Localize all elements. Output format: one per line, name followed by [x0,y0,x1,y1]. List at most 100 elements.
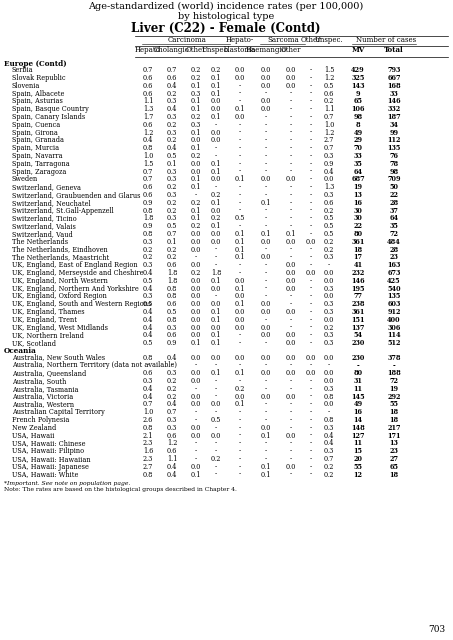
Text: 1.2: 1.2 [324,129,334,136]
Text: -: - [215,183,217,191]
Text: 18: 18 [390,416,399,424]
Text: 0.1: 0.1 [167,160,177,168]
Text: 0.6: 0.6 [324,199,334,207]
Text: 0.0: 0.0 [261,82,271,90]
Text: 667: 667 [387,74,401,82]
Text: -: - [290,316,292,324]
Text: 0.2: 0.2 [167,183,177,191]
Text: 0.5: 0.5 [143,276,153,285]
Text: -: - [310,447,312,455]
Text: -: - [265,121,267,129]
Text: -: - [195,440,197,447]
Text: 2.6: 2.6 [143,416,153,424]
Text: Sarcoma: Sarcoma [268,36,299,45]
Text: 0.0: 0.0 [286,269,296,277]
Text: 306: 306 [387,324,401,332]
Text: 99: 99 [390,129,399,136]
Text: -: - [290,136,292,145]
Text: -: - [215,470,217,479]
Text: 512: 512 [387,339,401,347]
Text: 0.0: 0.0 [235,392,245,401]
Text: 0.3: 0.3 [167,369,177,377]
Text: 0.8: 0.8 [143,424,153,432]
Text: 1.2: 1.2 [143,129,153,136]
Text: Spain, Basque Country: Spain, Basque Country [12,105,89,113]
Text: -: - [265,377,267,385]
Text: 0.1: 0.1 [211,74,221,82]
Text: -: - [265,261,267,269]
Text: -: - [239,332,241,339]
Text: -: - [265,455,267,463]
Text: 0.0: 0.0 [191,160,201,168]
Text: -: - [290,447,292,455]
Text: Spain, Tarragona: Spain, Tarragona [12,160,70,168]
Text: 27: 27 [390,455,399,463]
Text: 0.1: 0.1 [191,144,201,152]
Text: 20: 20 [353,455,362,463]
Text: Hepato-: Hepato- [226,36,254,45]
Text: -: - [393,362,395,369]
Text: UK, England, Trent: UK, England, Trent [12,316,77,324]
Text: UK, England, South and Western Regions: UK, England, South and Western Regions [12,300,151,308]
Text: 0.0: 0.0 [261,392,271,401]
Text: 0.1: 0.1 [261,431,271,440]
Text: Australia, Queensland: Australia, Queensland [12,369,86,377]
Text: Switzerland, Graubuenden and Glarus: Switzerland, Graubuenden and Glarus [12,191,140,199]
Text: 2.3: 2.3 [143,440,153,447]
Text: -: - [215,144,217,152]
Text: -: - [310,324,312,332]
Text: -: - [290,292,292,300]
Text: 0.0: 0.0 [286,431,296,440]
Text: 0.0: 0.0 [286,261,296,269]
Text: -: - [310,285,312,292]
Text: 0.2: 0.2 [324,324,334,332]
Text: 0.2: 0.2 [324,470,334,479]
Text: 0.5: 0.5 [167,308,177,316]
Text: Switzerland, Valais: Switzerland, Valais [12,222,76,230]
Text: -: - [265,440,267,447]
Text: blastoma: blastoma [224,47,256,54]
Text: 23: 23 [390,447,399,455]
Text: -: - [265,136,267,145]
Text: 0.3: 0.3 [143,261,153,269]
Text: 0.0: 0.0 [261,237,271,246]
Text: 0.0: 0.0 [261,332,271,339]
Text: 0.2: 0.2 [167,199,177,207]
Text: -: - [310,401,312,408]
Text: -: - [290,300,292,308]
Text: 0.9: 0.9 [143,199,153,207]
Text: 0.4: 0.4 [143,308,153,316]
Text: -: - [239,261,241,269]
Text: 0.3: 0.3 [324,339,334,347]
Text: 0.0: 0.0 [286,463,296,471]
Text: -: - [265,401,267,408]
Text: Spain, Albacete: Spain, Albacete [12,90,64,97]
Text: 64: 64 [353,168,362,175]
Text: -: - [215,261,217,269]
Text: -: - [265,276,267,285]
Text: -: - [290,183,292,191]
Text: -: - [310,105,312,113]
Text: 14: 14 [353,416,362,424]
Text: 361: 361 [352,308,365,316]
Text: 0.3: 0.3 [324,447,334,455]
Text: -: - [239,269,241,277]
Text: Serbia: Serbia [12,66,34,74]
Text: 16: 16 [353,199,362,207]
Text: Number of cases: Number of cases [356,36,416,45]
Text: 0.1: 0.1 [235,175,245,183]
Text: 0.1: 0.1 [211,90,221,97]
Text: 0.4: 0.4 [167,470,177,479]
Text: 0.0: 0.0 [235,316,245,324]
Text: 0.0: 0.0 [261,175,271,183]
Text: 0.0: 0.0 [286,339,296,347]
Text: -: - [239,191,241,199]
Text: 80: 80 [353,230,362,238]
Text: -: - [265,285,267,292]
Text: 0.7: 0.7 [143,66,153,74]
Text: -: - [215,447,217,455]
Text: 49: 49 [353,129,362,136]
Text: 0.6: 0.6 [143,74,153,82]
Text: -: - [239,82,241,90]
Text: 540: 540 [387,285,401,292]
